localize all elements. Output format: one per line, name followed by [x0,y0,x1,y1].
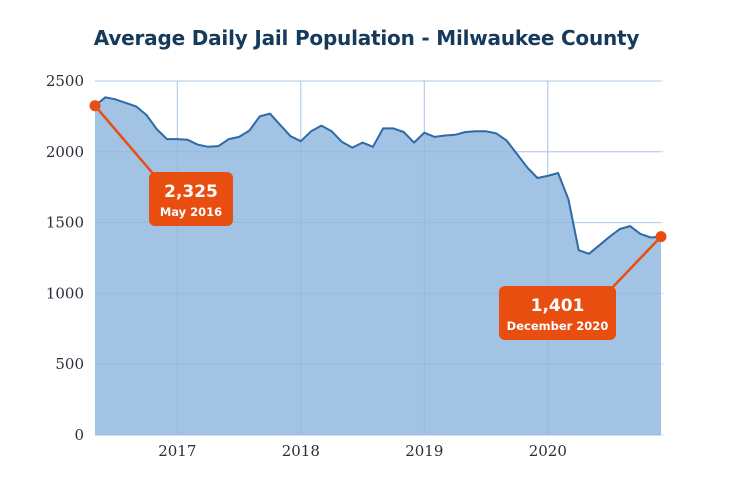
data-point [392,127,394,129]
data-point [186,139,188,141]
data-point [300,140,302,142]
data-point [145,114,147,116]
data-point [217,145,219,147]
data-point [104,96,106,98]
data-point [228,138,230,140]
data-point [114,98,116,100]
data-point [289,135,291,137]
data-point [454,134,456,136]
data-point [588,253,590,255]
data-point [197,144,199,146]
x-tick-label: 2017 [158,442,196,460]
data-point [433,136,435,138]
x-axis: 2017 2018 2019 2020 [158,442,567,460]
data-point [536,177,538,179]
data-point [608,236,610,238]
data-point [269,112,271,114]
callout-value: 2,325 [164,182,218,202]
callout: 1,401 December 2020 [499,231,667,340]
data-point [526,166,528,168]
data-point [320,124,322,126]
callout-value: 1,401 [531,296,585,316]
data-point [330,130,332,132]
callout-box [499,286,616,340]
data-point [176,138,178,140]
data-point [258,115,260,117]
data-point [485,130,487,132]
data-point [248,129,250,131]
data-point [423,131,425,133]
callout-marker [655,231,667,243]
data-point [495,132,497,134]
data-point [577,249,579,251]
data-point [464,131,466,133]
y-tick-label: 2500 [46,72,84,90]
data-point [629,225,631,227]
data-point [310,130,312,132]
callout-connector [609,235,662,291]
data-point [444,134,446,136]
series-line [94,96,662,255]
data-point [382,127,384,129]
data-point [135,105,137,107]
y-axis: 0 500 1000 1500 2000 2500 [46,72,84,444]
data-point [361,141,363,143]
data-point [279,124,281,126]
data-point [207,146,209,148]
data-point [403,131,405,133]
data-point [125,102,127,104]
callout-connector [94,104,156,177]
callout-box [149,172,233,226]
data-point [475,130,477,132]
callout-date: December 2020 [507,319,609,333]
callout-marker [89,100,101,112]
data-point [619,228,621,230]
data-point [567,198,569,200]
data-point [341,141,343,143]
data-point [598,244,600,246]
data-point [547,175,549,177]
y-tick-label: 1000 [46,284,84,302]
y-tick-label: 500 [55,355,84,373]
data-point [413,141,415,143]
area-layer [94,80,662,436]
chart-title: Average Daily Jail Population - Milwauke… [93,26,640,50]
data-point [505,139,507,141]
data-point [166,138,168,140]
y-tick-label: 1500 [46,214,84,232]
data-point [639,233,641,235]
callout-date: May 2016 [160,205,222,219]
y-tick-label: 0 [74,426,84,444]
x-tick-label: 2019 [405,442,443,460]
series-area [95,97,661,436]
data-point [557,172,559,174]
x-tick-label: 2020 [529,442,567,460]
data-point [516,153,518,155]
data-point [650,236,652,238]
data-point [372,146,374,148]
data-point [156,128,158,130]
data-point [351,146,353,148]
data-point [238,136,240,138]
x-tick-label: 2018 [282,442,320,460]
callout: 2,325 May 2016 [89,100,233,226]
y-tick-label: 2000 [46,143,84,161]
annotations: 2,325 May 2016 1,401 December 2020 [89,100,667,340]
